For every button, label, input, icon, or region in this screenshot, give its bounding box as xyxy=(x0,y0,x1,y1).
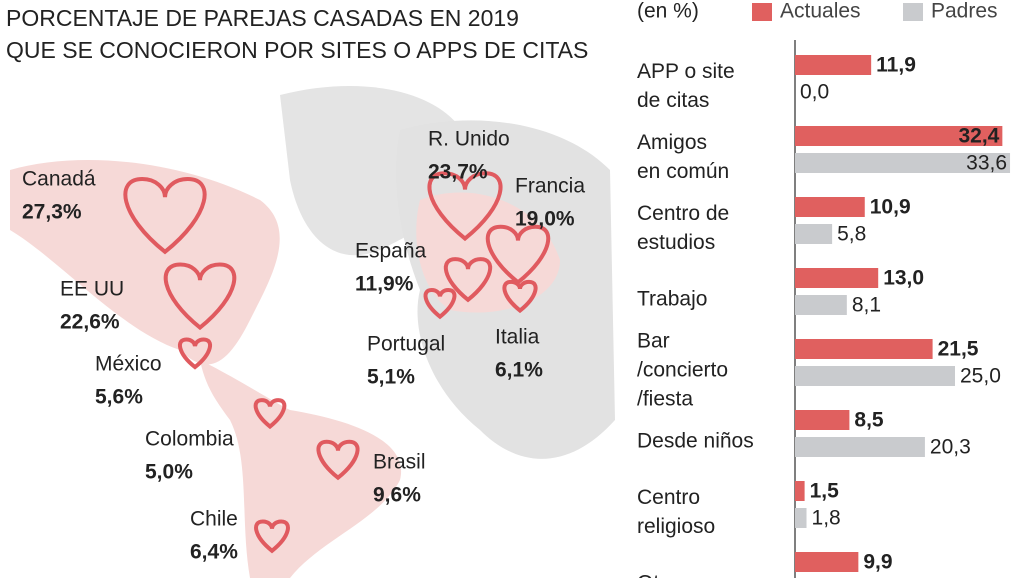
value-label: 25,0 xyxy=(960,365,1001,388)
category-label: Bar xyxy=(637,330,670,353)
category-label: estudios xyxy=(637,231,715,254)
bar xyxy=(795,437,925,457)
legend-swatch xyxy=(903,3,923,21)
value-label: 1,5 xyxy=(810,480,840,503)
bar xyxy=(795,410,850,430)
region-value: 6,1% xyxy=(495,359,543,382)
category-label: Centro de xyxy=(637,202,729,225)
region-name: España xyxy=(355,240,427,263)
region-name: Italia xyxy=(495,326,540,349)
bar xyxy=(795,508,807,528)
unit-label: (en %) xyxy=(637,0,699,23)
region-value: 6,4% xyxy=(190,541,238,564)
category-label: /fiesta xyxy=(637,388,693,411)
value-label: 10,9 xyxy=(870,196,911,219)
category-label: Trabajo xyxy=(637,288,707,311)
region-value: 9,6% xyxy=(373,484,421,507)
region-name: Colombia xyxy=(145,428,234,451)
region-name: EE UU xyxy=(60,278,124,301)
category-label: Centro xyxy=(637,486,700,509)
category-label: Desde niños xyxy=(637,430,754,453)
bar xyxy=(795,552,859,572)
region-name: Portugal xyxy=(367,333,445,356)
region-name: Canadá xyxy=(22,168,96,191)
heart xyxy=(166,265,235,328)
value-label: 8,1 xyxy=(852,294,881,317)
region-value: 22,6% xyxy=(60,311,120,334)
bar xyxy=(795,295,847,315)
category-label: Amigos xyxy=(637,131,707,154)
region-name: Brasil xyxy=(373,451,426,474)
value-label: 0,0 xyxy=(800,81,829,104)
title: PORCENTAJE DE PAREJAS CASADAS EN 2019 xyxy=(6,5,519,31)
category-label: en común xyxy=(637,160,729,183)
bar xyxy=(795,481,805,501)
region-name: México xyxy=(95,353,162,376)
value-label: 13,0 xyxy=(883,267,924,290)
category-label: de citas xyxy=(637,89,709,112)
category-label: APP o site xyxy=(637,60,735,83)
region-name: R. Unido xyxy=(428,128,510,151)
value-label: 21,5 xyxy=(938,338,979,361)
region-name: Francia xyxy=(515,175,585,198)
bar xyxy=(795,268,879,288)
heart xyxy=(429,173,500,238)
value-label: 1,8 xyxy=(812,507,841,530)
heart xyxy=(180,339,210,367)
region-value: 5,6% xyxy=(95,386,143,409)
value-label: 32,4 xyxy=(958,125,999,148)
region-value: 5,0% xyxy=(145,461,193,484)
bar xyxy=(795,55,872,75)
legend-label: Padres xyxy=(931,0,998,23)
region-value: 19,0% xyxy=(515,208,575,231)
value-label: 33,6 xyxy=(966,152,1007,175)
legend-swatch xyxy=(752,3,772,21)
region-value: 27,3% xyxy=(22,201,82,224)
legend-label: Actuales xyxy=(780,0,861,23)
category-label: Otro xyxy=(637,572,678,578)
region-value: 5,1% xyxy=(367,366,415,389)
title: QUE SE CONOCIERON POR SITES O APPS DE CI… xyxy=(6,37,588,63)
value-label: 8,5 xyxy=(854,409,884,432)
heart xyxy=(256,400,285,426)
region-value: 11,9% xyxy=(355,273,414,296)
region-value: 23,7% xyxy=(428,161,488,184)
bar xyxy=(795,366,955,386)
bar xyxy=(795,153,1011,173)
bar xyxy=(795,339,933,359)
value-label: 9,9 xyxy=(863,551,892,574)
bar xyxy=(795,126,1003,146)
value-label: 5,8 xyxy=(837,223,866,246)
heart xyxy=(426,290,455,317)
value-label: 20,3 xyxy=(930,436,971,459)
bar xyxy=(795,224,833,244)
heart xyxy=(488,227,548,283)
category-label: religioso xyxy=(637,515,715,538)
region-name: Chile xyxy=(190,508,238,531)
value-label: 11,9 xyxy=(876,54,916,77)
category-label: /concierto xyxy=(637,359,728,382)
bar xyxy=(795,197,865,217)
